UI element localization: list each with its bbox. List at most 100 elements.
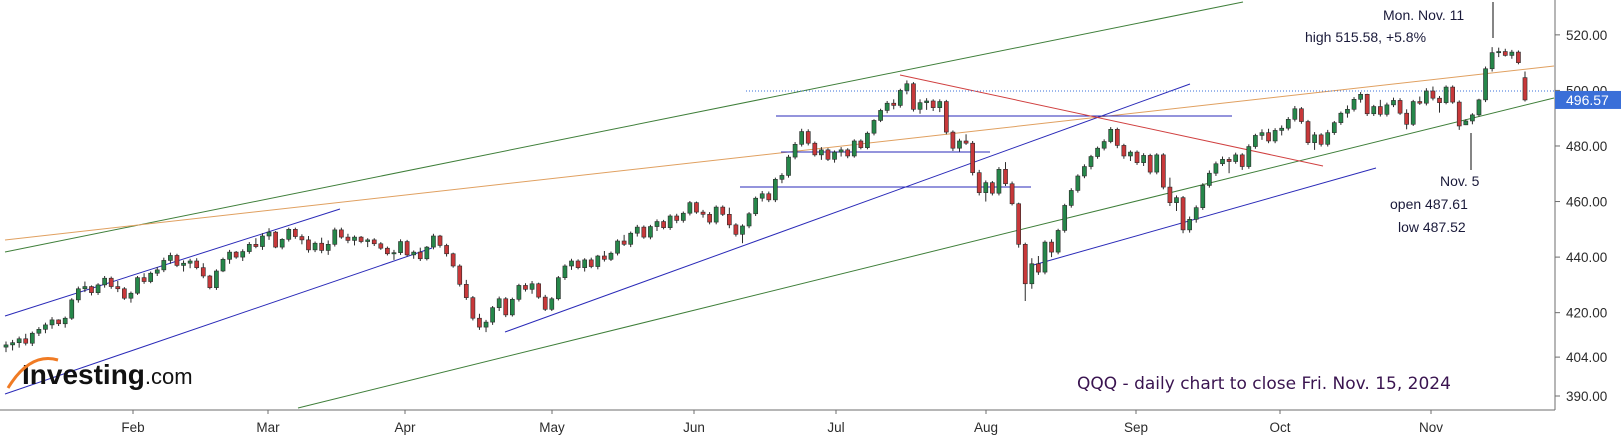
- candle: [352, 235, 357, 246]
- candle: [1266, 128, 1271, 144]
- candle: [608, 251, 614, 261]
- candle: [812, 141, 818, 157]
- candle-body-up: [740, 225, 745, 235]
- candle-body-up: [431, 235, 436, 248]
- candle: [450, 252, 456, 268]
- candle-body-up: [582, 259, 588, 268]
- candle-body-down: [404, 241, 410, 256]
- candle: [1470, 113, 1475, 125]
- candle: [753, 196, 758, 216]
- candle: [549, 297, 555, 311]
- candle-body-up: [10, 342, 15, 346]
- candle-body-down: [319, 242, 324, 251]
- candle: [825, 148, 831, 161]
- candle: [1147, 153, 1153, 175]
- candle-body-up: [332, 229, 338, 245]
- candle: [615, 239, 620, 256]
- candle: [43, 322, 48, 334]
- candle-body-up: [832, 151, 837, 160]
- candle-body-up: [365, 239, 371, 242]
- candle: [3, 341, 9, 353]
- candle-body-down: [536, 283, 541, 298]
- candle-body-down: [602, 255, 607, 260]
- candle-body-down: [1516, 51, 1521, 63]
- candle-body-up: [1068, 190, 1074, 206]
- candle: [108, 276, 114, 289]
- candle: [1318, 133, 1324, 147]
- candle-body-up: [1088, 156, 1094, 167]
- candle: [279, 238, 285, 250]
- candle-body-down: [674, 215, 680, 221]
- candle: [970, 140, 975, 176]
- candle: [1364, 93, 1370, 116]
- candle: [1042, 240, 1048, 275]
- candle-body-up: [286, 229, 292, 240]
- candle: [207, 274, 213, 290]
- candle: [457, 264, 463, 287]
- candle-body-up: [490, 307, 495, 323]
- candle: [1371, 104, 1377, 116]
- chart-title: QQQ - daily chart to close Fri. Nov. 15,…: [1077, 374, 1451, 394]
- candle-body-down: [805, 131, 811, 144]
- candle-body-up: [1082, 166, 1087, 177]
- candle-body-down: [1009, 183, 1015, 205]
- candle-body-up: [654, 221, 660, 227]
- candle-body-down: [1114, 129, 1120, 146]
- candle: [937, 99, 943, 113]
- candle-body-down: [990, 182, 995, 194]
- candle: [1443, 85, 1449, 105]
- candle-body-up: [1259, 132, 1265, 136]
- candle: [1036, 255, 1041, 275]
- candle-body-down: [385, 247, 390, 255]
- candle: [575, 259, 581, 270]
- candle-body-up: [746, 213, 752, 227]
- candle: [10, 339, 15, 351]
- candle: [181, 260, 186, 272]
- candle-body-up: [786, 156, 791, 176]
- candle-body-up: [819, 149, 824, 156]
- candle: [378, 242, 384, 250]
- y-axis-ticks: 390.00404.00420.00440.00460.00480.00500.…: [1555, 28, 1607, 404]
- candle-body-down: [1022, 244, 1028, 285]
- candle-body-down: [450, 253, 456, 267]
- candle-body-down: [1239, 154, 1245, 167]
- green-lower-channel-line: [297, 97, 1555, 409]
- y-tick-label: 404.00: [1566, 350, 1607, 365]
- candle: [135, 275, 140, 295]
- candle-body-up: [260, 235, 265, 247]
- green-upper-channel-line: [4, 1, 1244, 253]
- candle-body-up: [792, 144, 798, 158]
- candle: [700, 209, 706, 218]
- candle: [1509, 49, 1515, 59]
- candle-body-up: [29, 332, 35, 344]
- candle-body-down: [1226, 159, 1232, 162]
- candle-body-up: [562, 265, 568, 278]
- candle-body-down: [273, 231, 278, 248]
- candle-body-up: [713, 206, 719, 223]
- candle: [1160, 153, 1166, 190]
- candle: [417, 247, 423, 261]
- candle-body-up: [1312, 134, 1317, 143]
- candle-body-up: [325, 244, 331, 251]
- candle-body-up: [312, 242, 318, 251]
- candle: [1128, 150, 1133, 161]
- candle: [1101, 139, 1107, 151]
- candle: [174, 253, 180, 268]
- candle-body-up: [62, 317, 68, 325]
- candle-body-down: [1456, 101, 1462, 127]
- candle: [128, 291, 134, 303]
- candle: [588, 257, 594, 269]
- candle-body-down: [766, 193, 772, 201]
- candle: [582, 258, 588, 272]
- candle: [1134, 150, 1140, 165]
- candle: [1246, 144, 1252, 169]
- candle-body-down: [891, 102, 897, 106]
- candle: [569, 258, 574, 270]
- candle-body-up: [1476, 99, 1482, 116]
- candle-body-up: [556, 277, 561, 300]
- x-tick-label: Mar: [256, 420, 280, 435]
- candle: [766, 191, 772, 203]
- candle: [1167, 177, 1173, 206]
- candle: [786, 154, 791, 178]
- candle-body-down: [1502, 51, 1508, 56]
